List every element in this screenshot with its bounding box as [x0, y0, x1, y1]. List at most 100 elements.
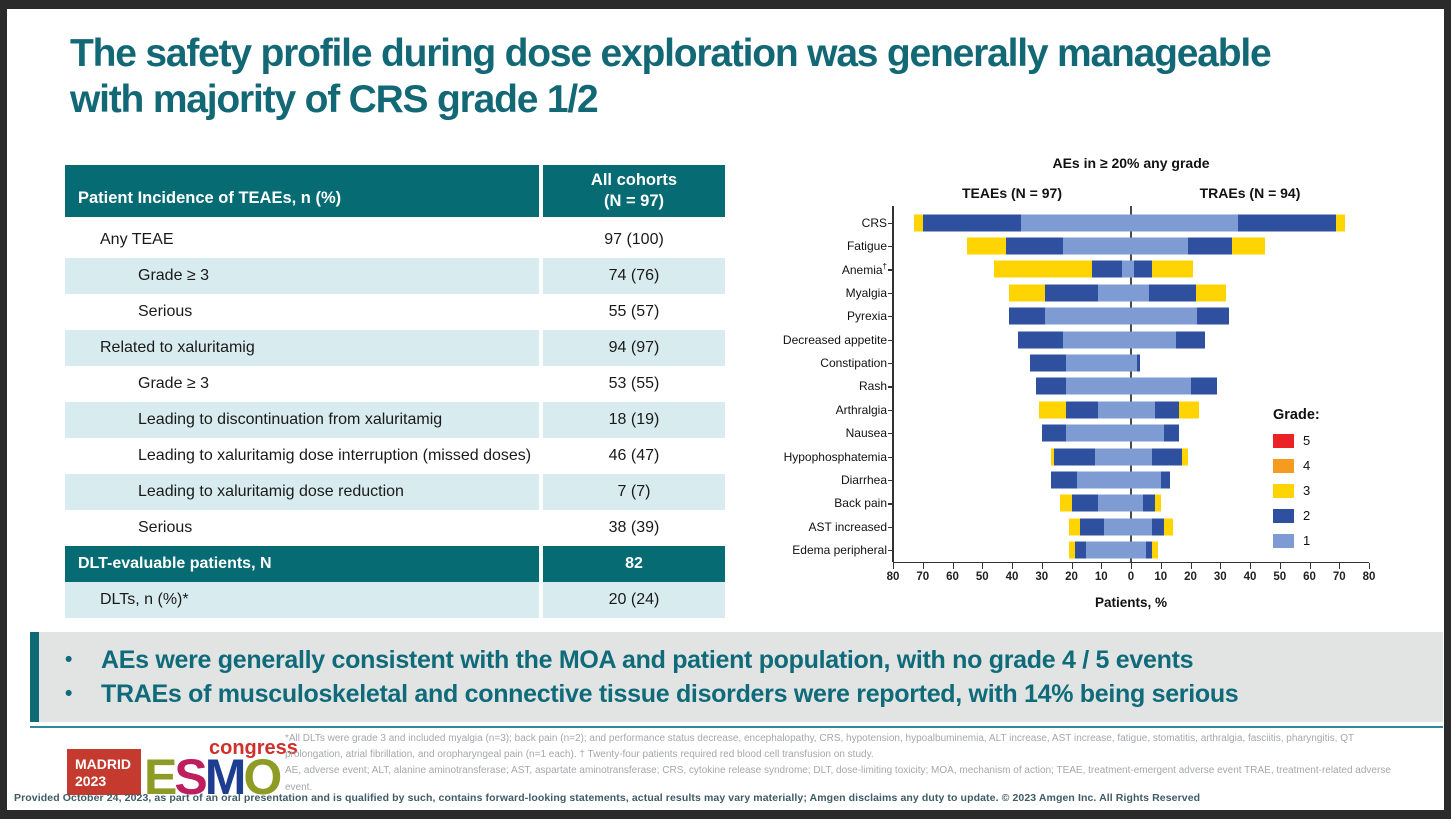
axis-tick [1309, 562, 1311, 569]
bar-segment-grade2 [1137, 354, 1140, 372]
legend-item: 2 [1273, 508, 1373, 523]
table-row-label: DLT-evaluable patients, N [65, 546, 539, 582]
table-row: Grade ≥ 3 74 (76) [65, 258, 725, 294]
axis-tick [1279, 562, 1281, 569]
table-row-value: 55 (57) [608, 303, 660, 320]
bar-segment-grade1 [1062, 331, 1131, 349]
table-row-value: 7 (7) [543, 474, 725, 510]
table-body: Any TEAE 97 (100) Grade ≥ 3 74 (76) Serious 5… [65, 222, 725, 618]
trae-bar [1131, 237, 1369, 255]
table-row-value: 46 (47) [608, 447, 660, 464]
bar-segment-grade2 [1175, 331, 1206, 349]
table-row-label: Serious [138, 519, 193, 536]
axis-tick-label: 10 [1154, 570, 1168, 583]
table-row-label: Leading to discontinuation from xalurita… [65, 402, 539, 438]
bar-segment-grade2 [1151, 518, 1164, 536]
bar-segment-grade2 [1092, 260, 1123, 278]
teae-bar [893, 260, 1131, 278]
bar-segment-grade3 [1181, 448, 1188, 466]
table-row-value: 97 (100) [604, 231, 664, 248]
axis-tick [1131, 562, 1133, 569]
bar-segment-grade1 [1131, 377, 1191, 395]
axis-tick-label: 40 [1005, 570, 1019, 583]
table-row-value: 82 [543, 546, 725, 582]
bar-segment-grade2 [1080, 518, 1105, 536]
axis-tick [1041, 562, 1043, 569]
slide: The safety profile during dose explorati… [7, 9, 1444, 810]
bar-segment-grade3 [1336, 214, 1346, 232]
axis-tick [1220, 562, 1222, 569]
takeaway-text: AEs were generally consistent with the M… [101, 646, 1194, 674]
category-label: Edema peripheral [792, 543, 887, 558]
table-row: DLT-evaluable patients, N 82 [65, 546, 725, 582]
teae-bar [893, 284, 1131, 302]
bar-segment-grade2 [1238, 214, 1337, 232]
bar-segment-grade2 [1145, 541, 1152, 559]
takeaway-bullet: • TRAEs of musculoskeletal and connective… [65, 677, 1443, 711]
bar-segment-grade2 [1190, 377, 1218, 395]
table-header-cohorts-line2: (N = 97) [603, 192, 665, 210]
teae-bar [893, 471, 1131, 489]
bar-segment-grade1 [1131, 331, 1176, 349]
legend-label: 4 [1303, 458, 1311, 473]
bar-segment-grade2 [1151, 448, 1182, 466]
plot-row [888, 211, 1369, 234]
bar-segment-grade1 [1131, 214, 1239, 232]
plot-row [888, 351, 1369, 374]
footnote-dlt: *All DLTs were grade 3 and included myal… [285, 733, 1354, 761]
teae-bar [893, 448, 1131, 466]
plot-row [888, 492, 1369, 515]
bar-segment-grade2 [1006, 237, 1063, 255]
bar-segment-grade1 [1131, 284, 1149, 302]
axis-tick-label: 80 [886, 570, 900, 583]
bar-segment-grade3 [1059, 494, 1072, 512]
bar-segment-grade2 [1160, 471, 1170, 489]
table-row-label: DLTs, n (%)* [65, 582, 539, 618]
bar-segment-grade1 [1086, 541, 1131, 559]
chart-row: CRS [775, 211, 1375, 234]
trae-bar [1131, 307, 1369, 325]
bar-segment-grade2 [1134, 260, 1152, 278]
bar-segment-grade3 [1038, 401, 1066, 419]
axis-tick [952, 562, 954, 569]
table-row-label: Leading to xaluritamig dose interruption… [138, 447, 532, 464]
category-label: Hypophosphatemia [783, 449, 887, 464]
chart-right-header: TRAEs (N = 94) [1199, 185, 1301, 201]
bar-segment-grade1 [1131, 424, 1164, 442]
bar-segment-grade2 [1154, 401, 1179, 419]
bar-segment-grade2 [1071, 494, 1099, 512]
bar-segment-grade2 [1148, 284, 1197, 302]
plot-row [888, 445, 1369, 468]
bar-segment-grade3 [1232, 237, 1265, 255]
trae-bar [1131, 448, 1369, 466]
esmo-letter: S [174, 749, 207, 805]
bar-segment-grade1 [1020, 214, 1131, 232]
legend-swatch [1273, 533, 1294, 548]
plot-row [888, 538, 1369, 561]
bar-segment-grade3 [913, 214, 923, 232]
y-axis-line [892, 206, 894, 562]
table-row: Grade ≥ 3 53 (55) [65, 366, 725, 402]
trae-bar [1131, 260, 1369, 278]
bar-segment-grade1 [1104, 518, 1131, 536]
chart-row: AST increased [775, 515, 1375, 538]
esmo-letter: E [144, 749, 177, 805]
takeaway-text: TRAEs of musculoskeletal and connective … [101, 680, 1239, 708]
bar-segment-grade2 [1050, 471, 1078, 489]
legend-item: 1 [1273, 533, 1373, 548]
axis-tick [922, 562, 924, 569]
table-header-row: Patient Incidence of TEAEs, n (%) All co… [65, 165, 725, 217]
teae-bar [893, 494, 1131, 512]
legend-item: 5 [1273, 433, 1373, 448]
footnotes: *All DLTs were grade 3 and included myal… [285, 731, 1405, 796]
teae-bar [893, 518, 1131, 536]
bar-segment-grade2 [1053, 448, 1096, 466]
table-header-label: Patient Incidence of TEAEs, n (%) [65, 165, 539, 217]
esmo-congress-logo: MADRID 2023 ESMO congress [62, 737, 312, 802]
bar-segment-grade2 [1029, 354, 1066, 372]
teae-bar [893, 307, 1131, 325]
bar-segment-grade1 [1131, 541, 1146, 559]
bar-segment-grade2 [1196, 307, 1230, 325]
takeaway-box: • AEs were generally consistent with the … [30, 632, 1443, 722]
